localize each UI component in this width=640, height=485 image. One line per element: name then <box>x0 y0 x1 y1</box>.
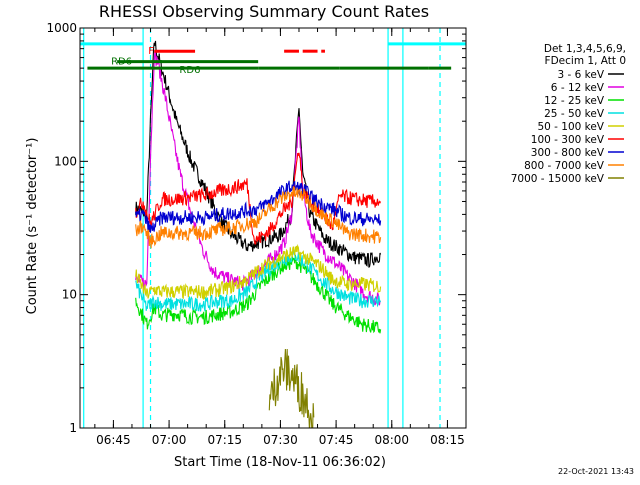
legend-entry-label: 50 - 100 keV <box>537 121 604 133</box>
legend-header-line: FDecim 1, Att 0 <box>545 55 626 67</box>
y-tick-label: 10 <box>62 288 77 302</box>
footer-timestamp: 22-Oct-2021 13:43 <box>558 467 634 476</box>
x-tick-label: 06:45 <box>96 433 131 447</box>
series-line-5 <box>135 152 382 245</box>
y-tick-label: 1 <box>69 421 77 435</box>
chart-title: RHESSI Observing Summary Count Rates <box>99 2 429 21</box>
series-line-7 <box>135 186 382 249</box>
series-line-2 <box>135 254 382 334</box>
legend: Det 1,3,4,5,6,9,FDecim 1, Att 0 3 - 6 keV… <box>511 43 626 185</box>
legend-entry-label: 3 - 6 keV <box>557 69 604 81</box>
x-tick-label: 07:15 <box>207 433 242 447</box>
x-tick-label: 08:15 <box>430 433 465 447</box>
legend-entry-label: 100 - 300 keV <box>531 134 605 146</box>
x-tick-label: 07:00 <box>152 433 187 447</box>
y-axis-label: Count Rate (s⁻¹ detector⁻¹) <box>25 138 40 315</box>
x-axis-label: Start Time (18-Nov-11 06:36:02) <box>174 455 386 470</box>
legend-entry-label: 6 - 12 keV <box>551 82 605 94</box>
plot-layer: F RD6 RD6 <box>80 28 466 428</box>
series-line-4 <box>135 243 382 301</box>
y-tick-label: 1000 <box>46 21 77 35</box>
legend-entry-label: 7000 - 15000 keV <box>511 173 605 185</box>
legend-entry-label: 12 - 25 keV <box>544 95 605 107</box>
series-line-8 <box>268 348 315 428</box>
flag-bar-label: F <box>148 46 154 57</box>
plot-frame <box>79 27 467 429</box>
x-tick-label: 07:45 <box>319 433 354 447</box>
series-line-0 <box>135 40 382 268</box>
axes-layer: 1 10 100 1000 06:45 07:00 07:15 07:30 07:45 08:00… <box>46 21 467 447</box>
x-tick-label: 07:30 <box>263 433 298 447</box>
flag-bar-label: RD6 <box>111 57 132 68</box>
legend-header-line: Det 1,3,4,5,6,9, <box>544 43 626 55</box>
flag-bar-label: RD6 <box>179 65 200 76</box>
series-line-6 <box>135 180 382 233</box>
plot-area <box>80 28 466 428</box>
legend-entry-label: 800 - 7000 keV <box>524 160 605 172</box>
y-tick-label: 100 <box>54 154 77 168</box>
legend-entry-label: 25 - 50 keV <box>544 108 605 120</box>
x-tick-label: 08:00 <box>374 433 409 447</box>
legend-entry-label: 300 - 800 keV <box>531 147 605 159</box>
